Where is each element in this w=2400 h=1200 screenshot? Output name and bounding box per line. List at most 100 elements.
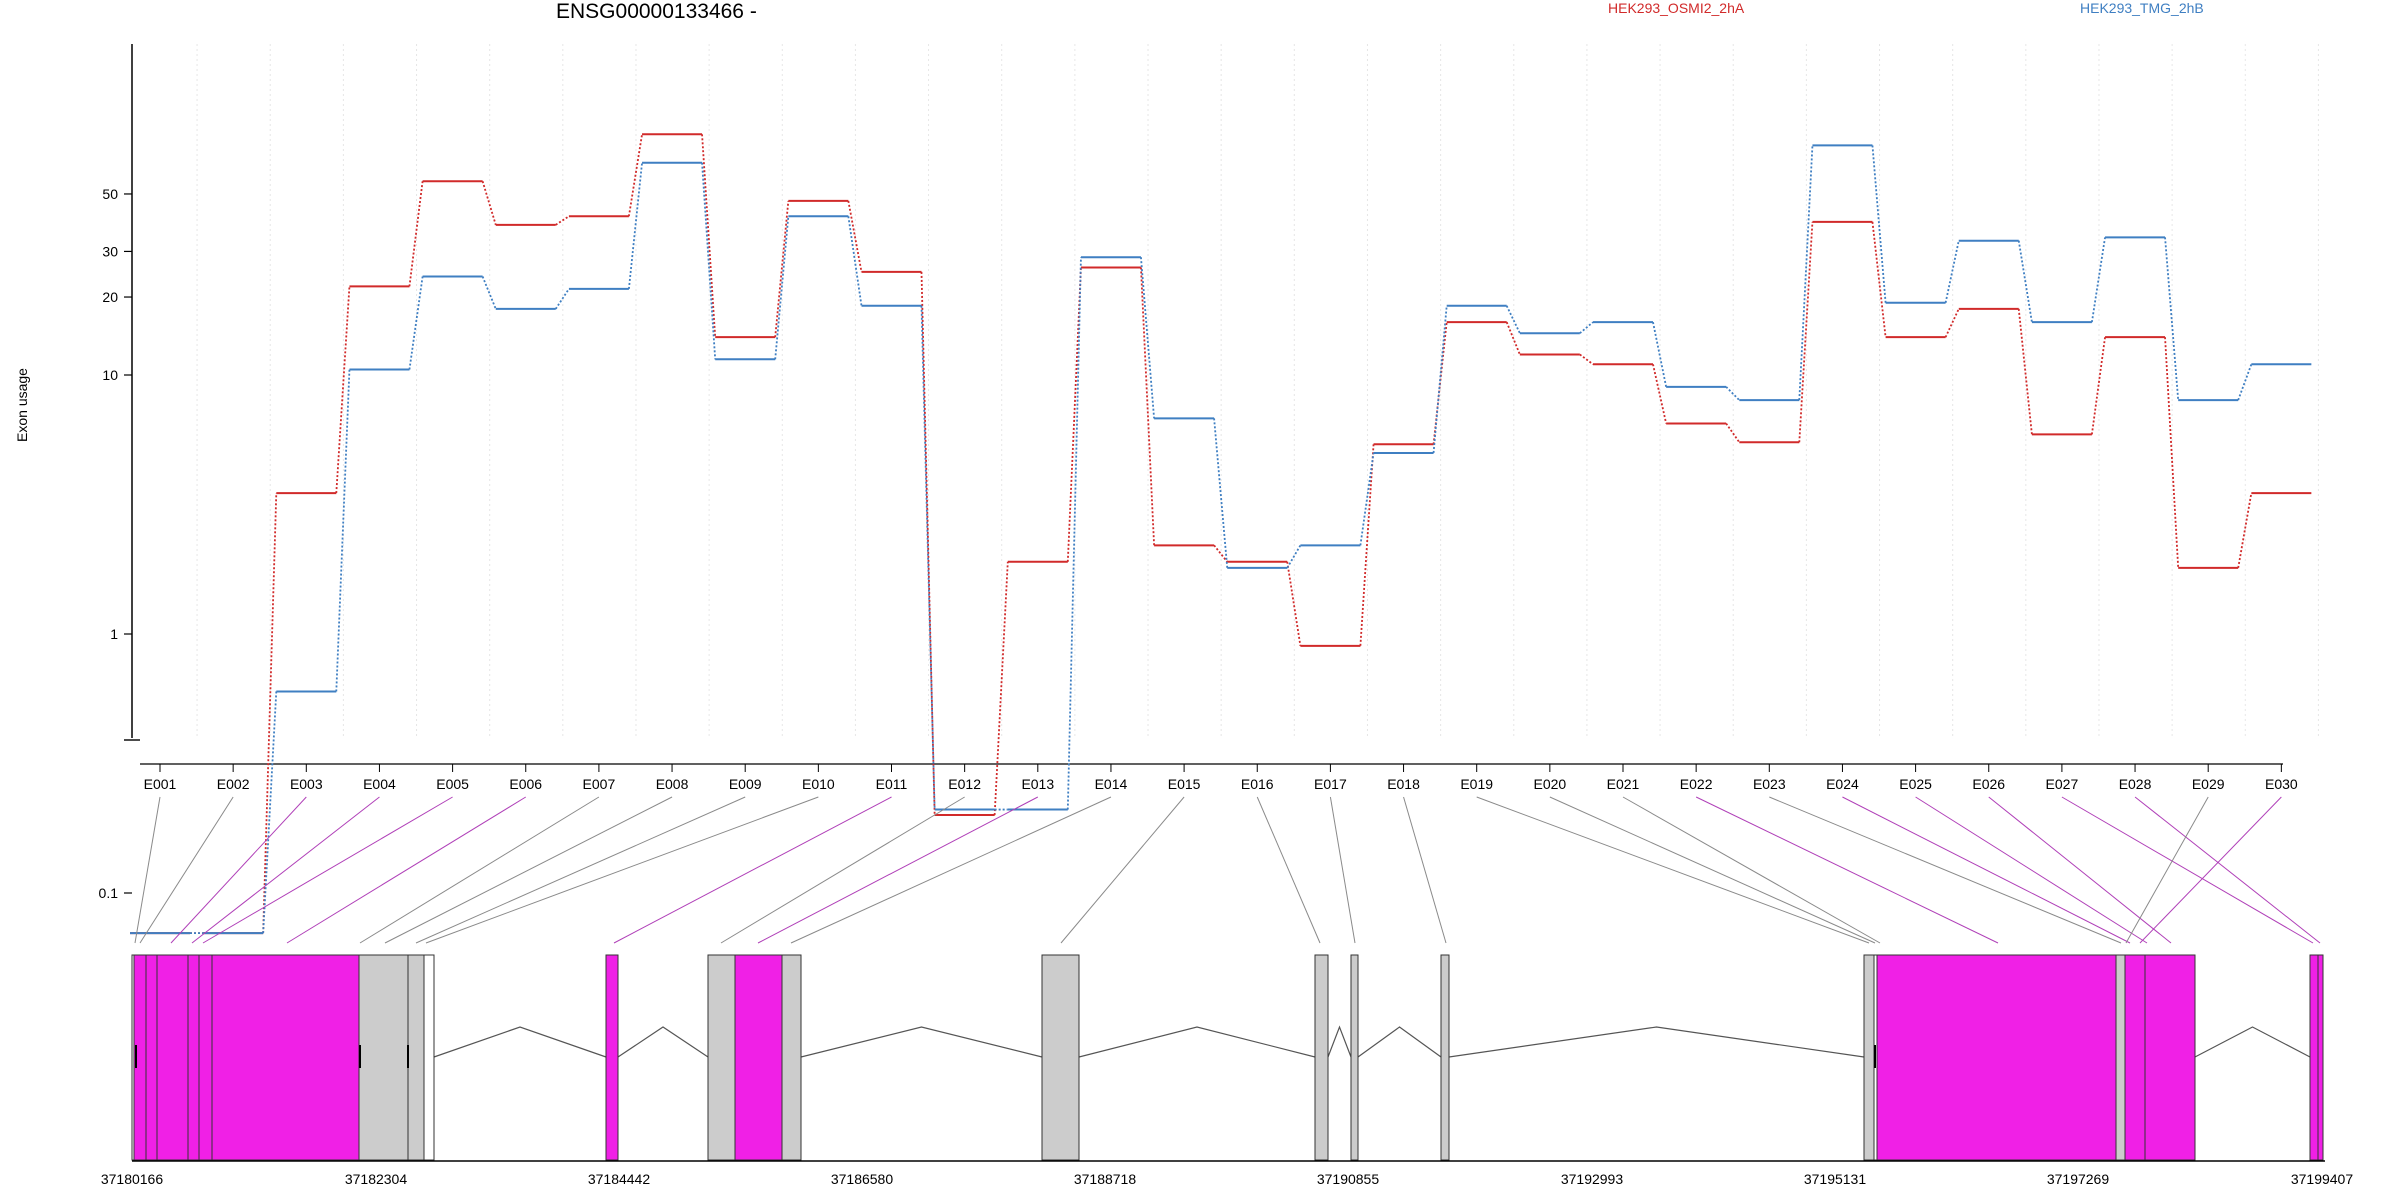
exon-block xyxy=(198,954,213,1161)
x-tick-label: E021 xyxy=(1607,776,1640,792)
intron xyxy=(1078,1026,1316,1058)
exon-connector xyxy=(720,796,965,944)
series-connector xyxy=(1505,305,1521,334)
exon-block xyxy=(605,954,619,1161)
exon-block xyxy=(707,954,736,1161)
series-connector xyxy=(1725,386,1740,401)
exon-connector xyxy=(1695,796,1999,944)
series-connector xyxy=(1140,257,1155,419)
series-connector xyxy=(1359,452,1375,546)
series-lines xyxy=(130,133,2312,935)
exon-connector xyxy=(1549,796,1876,944)
series-connector xyxy=(1213,544,1228,563)
x-tick-label: E010 xyxy=(802,776,835,792)
x-tick-label: E012 xyxy=(948,776,981,792)
series-connector xyxy=(2164,237,2180,401)
exon-connector xyxy=(1329,796,1356,944)
coordinate-label: 37182304 xyxy=(345,1171,408,1187)
series-connector xyxy=(1579,321,1594,334)
series-connector xyxy=(1944,240,1960,303)
legend-series-a: HEK293_OSMI2_2hA xyxy=(1608,0,1745,16)
x-tick-label: E030 xyxy=(2265,776,2298,792)
series-connector xyxy=(847,200,863,273)
x-tick-label: E008 xyxy=(656,776,689,792)
intron xyxy=(800,1026,1043,1058)
series-connector xyxy=(481,180,497,226)
exon-block xyxy=(2144,954,2196,1161)
genomic-coordinates: 37180166 37182304 37184442 37186580 37188718… xyxy=(101,1171,2354,1187)
series-connector xyxy=(628,162,643,289)
exon-connector xyxy=(1403,796,1447,944)
exon-connector xyxy=(286,796,527,944)
exon-block xyxy=(2115,954,2126,1161)
intron xyxy=(617,1026,709,1058)
exon-block xyxy=(781,954,802,1161)
coordinate-label: 37192993 xyxy=(1561,1171,1624,1187)
exon-block xyxy=(211,954,360,1161)
series-connector xyxy=(1944,308,1960,338)
series-connector xyxy=(701,134,717,338)
exon-connector xyxy=(2134,796,2321,944)
exon-block xyxy=(1350,954,1359,1161)
x-tick-label: E002 xyxy=(217,776,250,792)
x-tick-label: E007 xyxy=(583,776,616,792)
exon-connector xyxy=(2139,796,2282,944)
coordinate-label: 37199407 xyxy=(2291,1171,2354,1187)
series-connector xyxy=(1140,267,1155,546)
x-tick-label: E023 xyxy=(1753,776,1786,792)
x-tick-label: E006 xyxy=(509,776,542,792)
y-tick-label: 30 xyxy=(102,243,118,259)
exon-block xyxy=(2309,954,2319,1161)
series-connector xyxy=(335,286,351,494)
series-connector xyxy=(1798,221,1814,443)
x-tick-label: E004 xyxy=(363,776,396,792)
y-tick-label: 1 xyxy=(110,626,118,642)
exon-connector xyxy=(202,796,453,944)
exon-block xyxy=(187,954,200,1161)
series-connector xyxy=(1652,321,1668,388)
exon-block xyxy=(2317,954,2324,1161)
series-connector xyxy=(1286,544,1302,569)
series-connector xyxy=(701,162,717,360)
exon-connector xyxy=(1769,796,2122,944)
x-tick-label: E011 xyxy=(876,776,908,792)
series-connector xyxy=(408,181,424,287)
exon-connector xyxy=(384,796,673,944)
coordinate-label: 37180166 xyxy=(101,1171,164,1187)
x-tick-label: E025 xyxy=(1899,776,1932,792)
coordinate-label: 37195131 xyxy=(1804,1171,1867,1187)
series-b xyxy=(130,144,2312,935)
exon-block xyxy=(1876,954,2117,1161)
series-connector xyxy=(628,134,643,217)
series-connector xyxy=(774,200,790,338)
exon-connector xyxy=(134,796,161,944)
exon-block xyxy=(1314,954,1329,1161)
exon-connector xyxy=(139,796,234,944)
series-connector xyxy=(1066,257,1082,810)
exon-connector xyxy=(1988,796,2172,944)
series-connector xyxy=(774,216,790,360)
x-tick-label: E013 xyxy=(1021,776,1054,792)
coordinate-label: 37190855 xyxy=(1317,1171,1380,1187)
x-tick-label: E027 xyxy=(2046,776,2079,792)
y-tick-label: 20 xyxy=(102,289,118,305)
exon-block xyxy=(2124,954,2146,1161)
exon-block xyxy=(1041,954,1080,1161)
exon-connector xyxy=(2061,796,2314,944)
series-connector xyxy=(1432,305,1448,454)
x-tick-label: E017 xyxy=(1314,776,1347,792)
series-connector xyxy=(262,493,278,934)
gene-model xyxy=(131,954,2325,1162)
exon-connector xyxy=(1060,796,1185,944)
exon-connector xyxy=(191,796,380,944)
series-connector xyxy=(335,369,351,692)
series-connector xyxy=(2237,492,2253,569)
x-tick-label: E015 xyxy=(1168,776,1201,792)
exon-connector xyxy=(1476,796,1870,944)
x-tick-label: E016 xyxy=(1241,776,1274,792)
exon-block xyxy=(423,954,435,1161)
exon-connector xyxy=(425,796,819,944)
exon-block xyxy=(734,954,783,1161)
intron xyxy=(1327,1025,1352,1058)
intron xyxy=(2194,1026,2311,1058)
